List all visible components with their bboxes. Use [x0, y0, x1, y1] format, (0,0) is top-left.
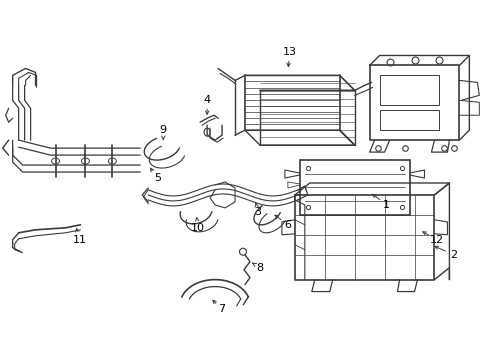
Text: 11: 11: [73, 235, 86, 245]
Text: 2: 2: [450, 250, 457, 260]
Text: 8: 8: [256, 263, 264, 273]
Text: 6: 6: [284, 220, 292, 230]
Bar: [300, 160, 410, 215]
Text: 7: 7: [219, 305, 225, 315]
Text: 12: 12: [429, 235, 443, 245]
Text: 9: 9: [160, 125, 167, 135]
Text: 4: 4: [203, 95, 211, 105]
Text: 13: 13: [283, 48, 297, 58]
Text: 3: 3: [254, 207, 262, 217]
Bar: [380, 110, 440, 130]
Text: 5: 5: [154, 173, 161, 183]
Bar: [380, 75, 440, 105]
Text: 1: 1: [383, 200, 390, 210]
Text: 10: 10: [191, 223, 205, 233]
